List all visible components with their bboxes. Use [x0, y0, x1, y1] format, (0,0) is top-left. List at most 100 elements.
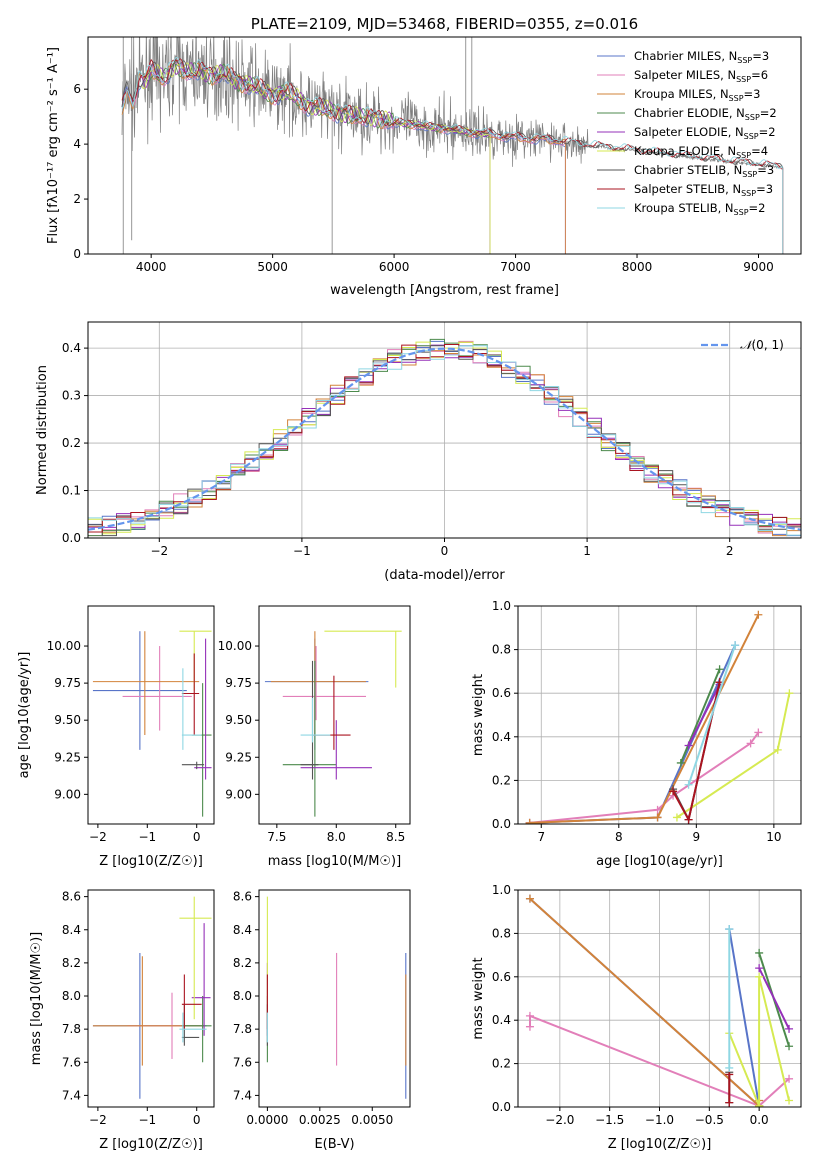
y-tick-label: 9.00	[54, 787, 81, 801]
weight-marker	[525, 1011, 534, 1020]
age_vs_Z-ylabel: age [log10(age/yr)]	[17, 652, 32, 779]
y-tick-label: 7.6	[62, 1055, 81, 1069]
y-tick-label: 8.4	[62, 923, 81, 937]
y-tick-label: 0.8	[492, 643, 511, 657]
x-tick-label: 0	[193, 1113, 201, 1127]
weight-marker	[653, 805, 662, 814]
legend-label: Kroupa MILES, NSSP=3	[634, 87, 760, 103]
legend-label: Salpeter MILES, NSSP=6	[634, 68, 768, 84]
y-tick-label: 0.3	[62, 389, 81, 403]
x-tick-label: 6000	[379, 260, 410, 274]
age_vs_mass-xlabel: mass [log10(M/M☉)]	[268, 854, 401, 869]
x-tick-label: 8.0	[327, 830, 346, 844]
y-tick-label: 0.4	[62, 341, 81, 355]
weight-marker	[731, 641, 740, 650]
y-tick-label: 7.4	[62, 1088, 81, 1102]
weight_vs_age-ylabel: mass weight	[471, 674, 486, 756]
model-spectrum	[121, 59, 784, 168]
weight_vs_age-plot	[525, 610, 794, 824]
model-spectrum	[121, 58, 783, 170]
weight-marker	[684, 741, 693, 750]
x-tick-label: 8.5	[386, 830, 405, 844]
legend-label: Chabrier STELIB, NSSP=3	[634, 163, 774, 179]
y-tick-label: 9.25	[225, 750, 252, 764]
residuals-plot	[88, 338, 801, 537]
model-spectrum	[121, 56, 784, 169]
x-tick-label: 9000	[743, 260, 774, 274]
x-tick-label: −2	[89, 1113, 107, 1127]
weight-line	[679, 668, 721, 764]
weight-line	[529, 614, 760, 824]
y-tick-label: 0.8	[492, 926, 511, 940]
spectrum-xlabel: wavelength [Angstrom, rest frame]	[330, 283, 559, 298]
x-tick-label: 5000	[257, 260, 288, 274]
mass_vs_ebv-plot	[266, 896, 407, 1099]
data-spectrum	[121, 37, 784, 170]
weight-marker	[785, 1042, 794, 1051]
residual-histogram	[88, 345, 801, 536]
weight-marker	[715, 665, 724, 674]
y-tick-label: 9.50	[54, 713, 81, 727]
weight-line	[687, 644, 737, 786]
legend-label: Chabrier ELODIE, NSSP=2	[634, 106, 777, 122]
weight-marker	[525, 1022, 534, 1031]
normal-reference-curve	[88, 347, 801, 531]
y-tick-label: 8.6	[62, 890, 81, 904]
y-tick-label: 9.00	[225, 787, 252, 801]
weight_vs_Z-xlabel: Z [log10(Z/Z☉)]	[608, 1137, 712, 1152]
age_vs_Z-xlabel: Z [log10(Z/Z☉)]	[99, 854, 203, 869]
y-tick-label: 9.75	[54, 676, 81, 690]
x-tick-label: −1.5	[595, 1113, 624, 1127]
x-tick-label: 8	[615, 830, 623, 844]
weight-marker	[754, 610, 763, 619]
x-tick-label: 1	[583, 544, 591, 558]
spectrum-frame	[87, 36, 802, 255]
weight-marker	[525, 818, 534, 824]
x-tick-label: −1.0	[645, 1113, 674, 1127]
mass_vs_ebv-axes: 0.0000 0.0025 0.0050 7.4 7.6 7.8 8.0 8.2 8.4 8.6	[233, 890, 393, 1127]
weight-line	[529, 1014, 790, 1107]
mass_vs_Z-plot	[92, 896, 212, 1099]
y-tick-label: 7.8	[233, 1022, 252, 1036]
weight-line	[728, 976, 790, 1107]
age_vs_mass-frame	[258, 605, 411, 825]
x-tick-label: 0	[441, 544, 449, 558]
x-tick-label: 2	[726, 544, 734, 558]
weight-marker	[755, 964, 764, 973]
y-tick-label: 8.0	[233, 989, 252, 1003]
legend-label: Chabrier MILES, NSSP=3	[634, 49, 769, 65]
weight-line	[687, 684, 721, 746]
y-tick-label: 0.4	[492, 730, 511, 744]
weight_vs_Z-ylabel: mass weight	[471, 957, 486, 1039]
y-tick-label: 8.6	[233, 890, 252, 904]
x-tick-label: 9	[693, 830, 701, 844]
y-tick-label: 7.6	[233, 1055, 252, 1069]
weight-marker	[785, 1024, 794, 1033]
y-tick-label: 9.50	[225, 713, 252, 727]
weight-line	[529, 731, 760, 824]
y-tick-label: 0	[73, 247, 81, 261]
y-tick-label: 0.2	[492, 773, 511, 787]
residuals-ylabel: Normed distribution	[35, 365, 50, 495]
weight-marker	[525, 894, 534, 903]
residuals-xlabel: (data-model)/error	[384, 568, 505, 583]
y-tick-label: 6	[73, 82, 81, 96]
weight_vs_Z-frame	[517, 889, 802, 1108]
age_vs_Z-frame	[87, 605, 215, 825]
age_vs_Z-plot	[92, 630, 212, 817]
weight-marker	[684, 780, 693, 789]
x-tick-label: −0.5	[695, 1113, 724, 1127]
weight-marker	[684, 815, 693, 824]
weight-marker	[785, 1074, 794, 1083]
x-tick-label: −1	[293, 544, 311, 558]
reference-legend-label: 𝒩(0, 1)	[740, 338, 784, 352]
spectrum-plot	[121, 37, 784, 254]
residuals-frame	[87, 321, 802, 539]
weight-marker	[669, 787, 678, 796]
weight-marker	[676, 758, 685, 767]
y-tick-label: 0.4	[492, 1013, 511, 1027]
y-tick-label: 10.00	[218, 639, 252, 653]
y-tick-label: 8.2	[233, 956, 252, 970]
legend-label: Kroupa ELODIE, NSSP=4	[634, 144, 768, 160]
